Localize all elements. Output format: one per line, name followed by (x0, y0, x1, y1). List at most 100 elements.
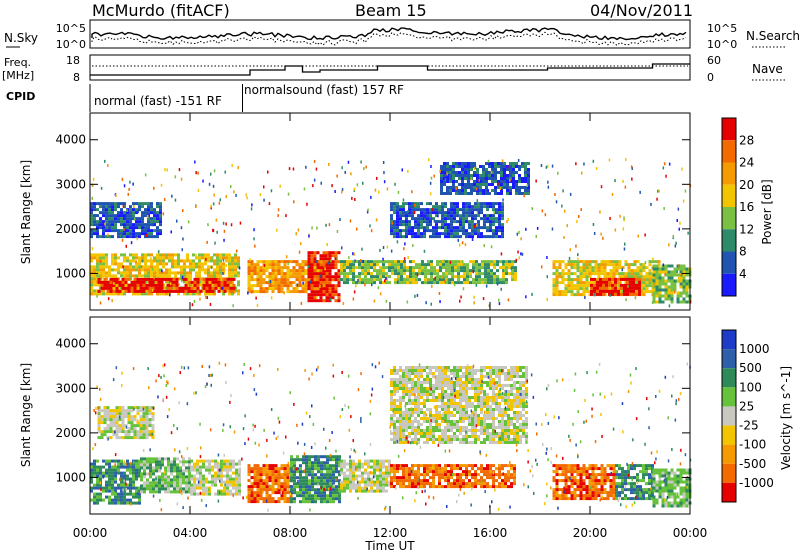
power-cell-7 (473, 162, 476, 165)
power-cell-5 (427, 263, 430, 267)
power-cell-8 (612, 269, 616, 273)
power-cell-5 (451, 272, 454, 276)
power-cell-4 (319, 293, 323, 297)
power-colorbar-tick: 20 (739, 178, 754, 192)
power-cell-2 (108, 205, 111, 209)
power-cell-4 (334, 260, 338, 264)
power-cell-10 (682, 282, 686, 286)
power-cell-0 (138, 271, 141, 275)
velocity-cell-6 (349, 477, 352, 481)
velocity-cell-4 (277, 479, 281, 483)
power-cell-8 (645, 266, 649, 270)
velocity-cell-0 (126, 483, 129, 487)
power-cell-4 (307, 251, 311, 255)
velocity-cell-2 (226, 474, 229, 478)
power-cell-2 (111, 229, 114, 233)
power-cell-5 (346, 281, 349, 285)
power-cell-3 (265, 275, 269, 279)
power-cell-9 (596, 292, 599, 296)
power-cell-9 (608, 289, 611, 293)
power-cell-0 (135, 262, 138, 266)
power-cell-2 (120, 202, 123, 206)
velocity-cell-2 (193, 483, 196, 487)
power-scatter-point (362, 181, 364, 185)
velocity-cell-7 (414, 479, 417, 483)
velocity-cell-6 (373, 471, 376, 475)
power-scatter-point (668, 304, 671, 308)
power-cell-6 (450, 214, 453, 218)
power-cell-6 (396, 202, 399, 206)
power-cell-3 (298, 269, 302, 273)
power-cell-0 (105, 292, 108, 296)
velocity-cell-5 (311, 476, 314, 480)
velocity-cell-2 (190, 492, 193, 496)
power-scatter-point (376, 176, 378, 180)
power-scatter-point (501, 159, 504, 163)
power-cell-2 (120, 211, 123, 215)
velocity-cell-7 (462, 464, 465, 468)
power-cell-5 (439, 269, 442, 273)
power-cell-0 (111, 268, 114, 272)
power-cell-8 (606, 272, 610, 276)
velocity-cell-5 (332, 488, 335, 492)
power-cell-5 (493, 266, 496, 270)
velocity-cell-1 (179, 466, 182, 470)
power-cell-2 (105, 208, 108, 212)
velocity-cell-5 (308, 479, 311, 483)
power-cell-0 (129, 271, 132, 275)
power-scatter-point (397, 190, 400, 194)
power-cell-9 (608, 283, 611, 287)
power-cell-6 (480, 208, 483, 212)
power-cell-9 (614, 289, 617, 293)
power-cell-3 (322, 275, 326, 279)
power-cell-2 (138, 226, 141, 230)
velocity-cell-5 (335, 497, 338, 501)
velocity-cell-2 (229, 468, 232, 472)
velocity-cell-5 (326, 458, 329, 462)
velocity-cell-6 (352, 462, 355, 466)
power-cell-1 (133, 280, 137, 284)
power-scatter-point (664, 272, 666, 276)
power-cell-7 (452, 174, 455, 177)
power-cell-1 (160, 286, 164, 290)
power-cell-7 (479, 174, 482, 177)
power-cell-1 (226, 283, 230, 287)
velocity-cell-1 (176, 484, 179, 488)
velocity-cell-1 (188, 472, 191, 476)
power-cell-7 (527, 168, 530, 171)
power-cell-4 (334, 251, 338, 255)
velocity-cell-7 (402, 476, 405, 480)
power-cell-3 (250, 287, 254, 291)
velocity-cell-4 (262, 482, 266, 486)
power-cell-6 (471, 214, 474, 218)
power-cell-0 (159, 256, 162, 260)
power-cell-0 (192, 253, 195, 257)
power-cell-6 (477, 202, 480, 206)
power-cell-0 (93, 274, 96, 278)
power-cell-7 (461, 162, 464, 165)
power-cell-2 (102, 220, 105, 224)
velocity-cell-1 (173, 487, 176, 491)
velocity-cell-1 (158, 466, 161, 470)
power-cell-0 (222, 256, 225, 260)
power-cell-1 (175, 280, 179, 284)
velocity-cell-0 (111, 465, 114, 469)
power-cell-5 (364, 266, 367, 270)
power-scatter-point (218, 201, 221, 205)
power-cell-5 (412, 260, 415, 264)
power-cell-4 (325, 254, 329, 258)
power-cell-6 (471, 217, 474, 221)
power-cell-2 (132, 226, 135, 230)
power-cell-6 (480, 217, 483, 221)
power-cell-5 (367, 266, 370, 270)
power-cell-6 (435, 235, 438, 239)
power-cell-3 (277, 260, 281, 264)
power-cell-4 (322, 287, 326, 291)
power-cell-3 (301, 272, 305, 276)
power-cell-6 (393, 229, 396, 233)
velocity-cell-5 (314, 494, 317, 498)
power-cell-3 (268, 284, 272, 288)
power-cell-2 (108, 211, 111, 215)
power-cell-4 (310, 293, 314, 297)
velocity-cell-6 (379, 465, 382, 469)
